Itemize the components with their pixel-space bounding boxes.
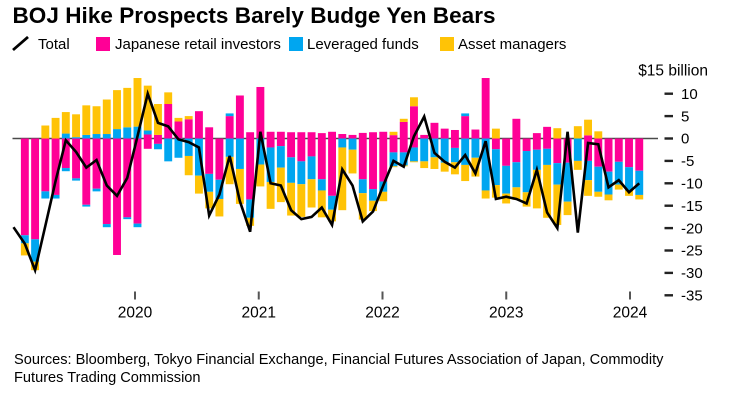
svg-text:2022: 2022 — [365, 305, 399, 322]
svg-text:$15 billion: $15 billion — [638, 63, 708, 80]
svg-text:5: 5 — [681, 108, 689, 125]
svg-text:2020: 2020 — [118, 305, 153, 322]
svg-text:-10: -10 — [681, 176, 703, 193]
svg-text:0: 0 — [681, 131, 689, 148]
svg-text:-5: -5 — [681, 153, 694, 170]
svg-text:-20: -20 — [681, 220, 703, 237]
svg-text:2024: 2024 — [613, 305, 648, 322]
svg-text:10: 10 — [681, 86, 698, 103]
svg-text:-15: -15 — [681, 198, 703, 215]
svg-text:-35: -35 — [681, 288, 703, 305]
svg-text:-30: -30 — [681, 265, 703, 282]
svg-text:2023: 2023 — [489, 305, 523, 322]
svg-text:2021: 2021 — [242, 305, 276, 322]
svg-text:-25: -25 — [681, 243, 703, 260]
